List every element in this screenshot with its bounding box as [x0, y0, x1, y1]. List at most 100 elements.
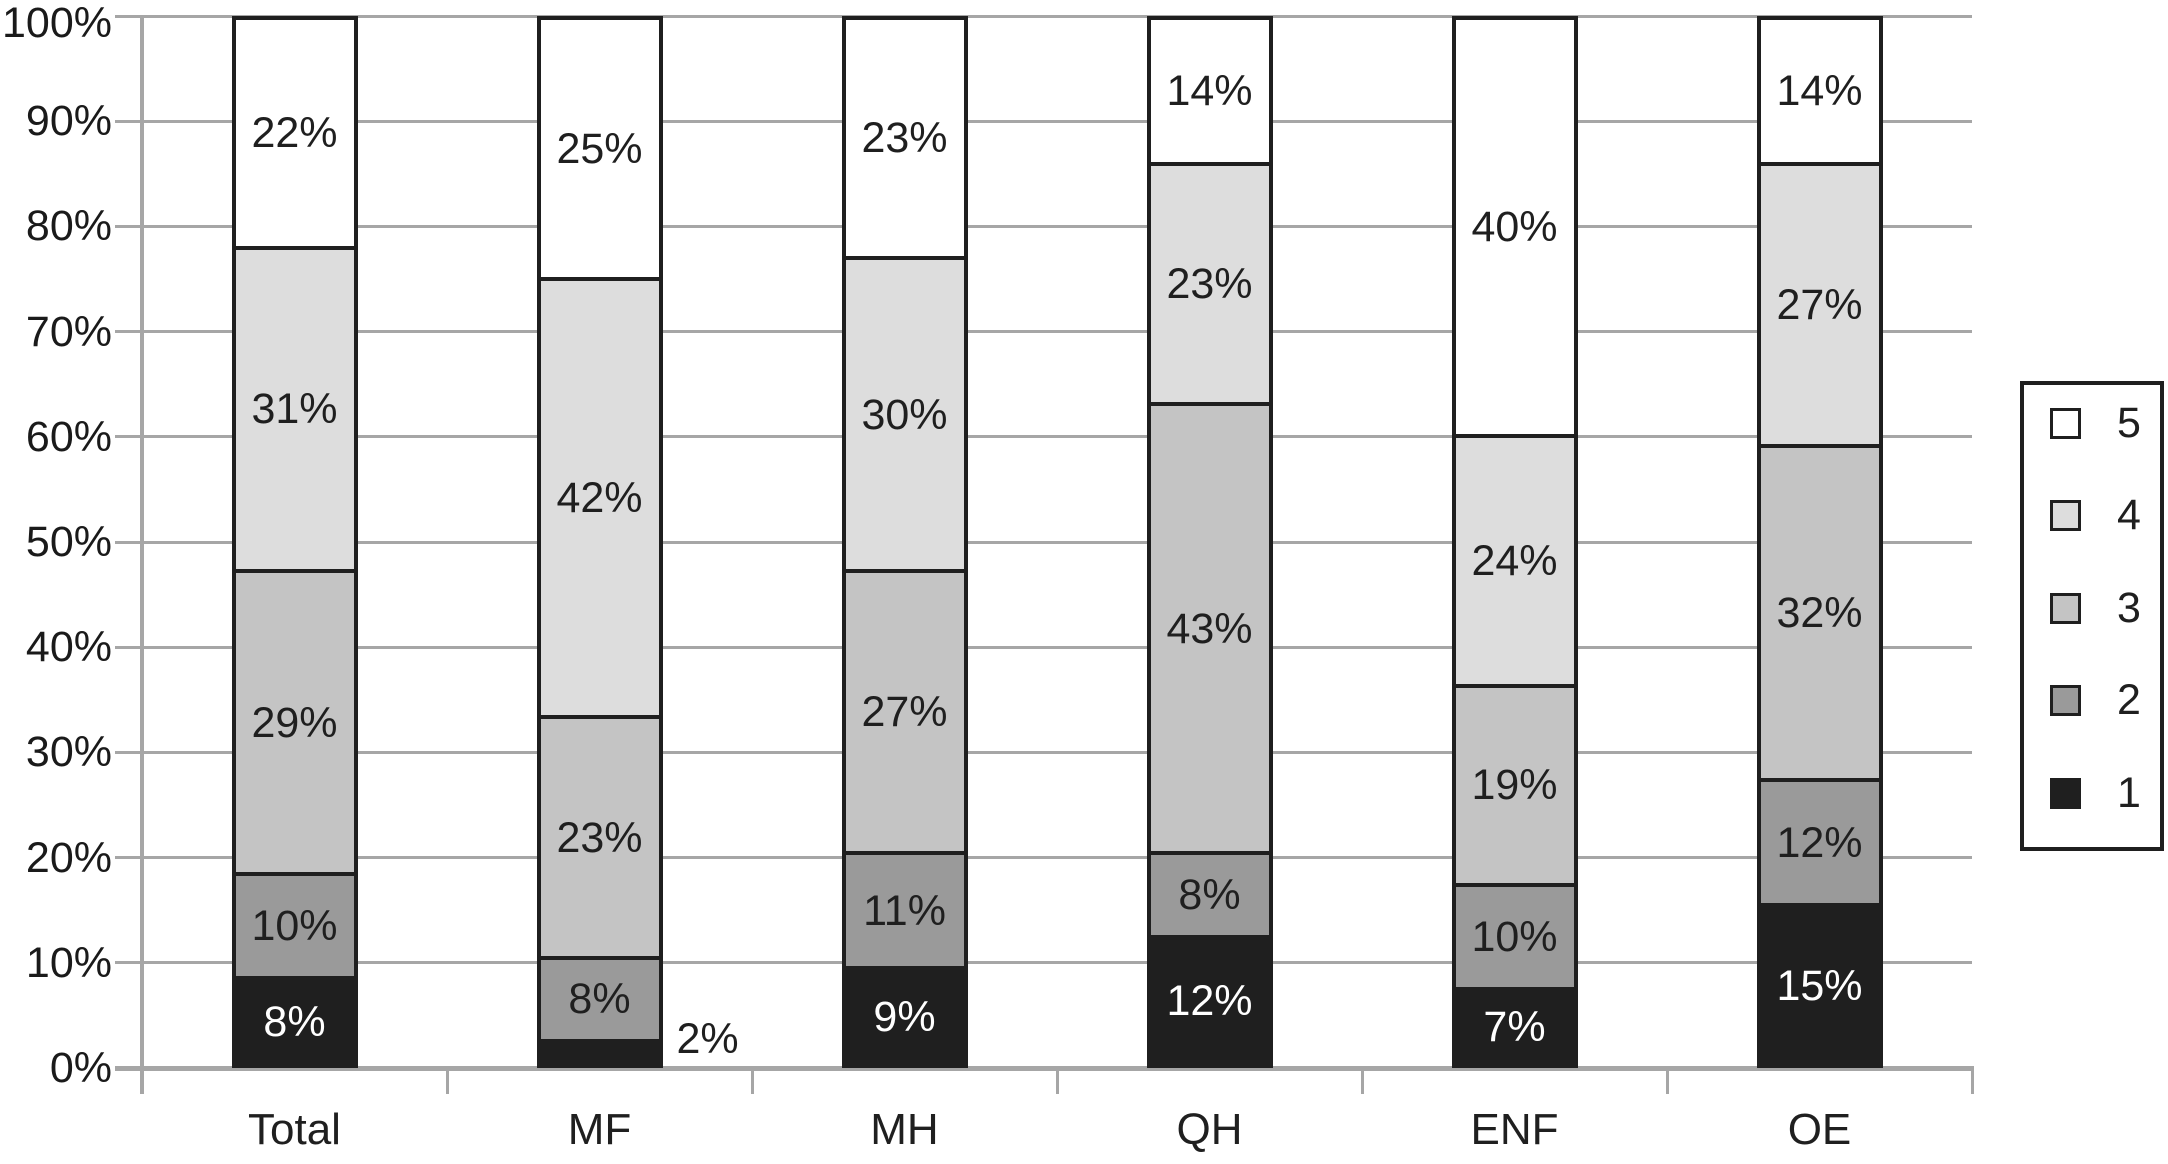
legend-label-5: 5 [2117, 398, 2141, 447]
bar-segment-total-level-2: 10% [235, 876, 354, 981]
bar-segment-enf-level-3: 19% [1455, 688, 1574, 887]
y-axis-tick-label: 80% [25, 202, 112, 251]
bar-enf: 40% 24% 19% 10% 7% [1451, 16, 1578, 1068]
x-axis-tick [1055, 1068, 1059, 1094]
y-axis-tick-label: 0% [49, 1044, 112, 1092]
bar-segment-mh-level-4: 30% [845, 260, 964, 574]
y-axis-tick-label: 20% [25, 833, 112, 882]
legend-item-4: 4 [2050, 494, 2141, 537]
y-axis-tick-label: 100% [2, 0, 112, 47]
bar-segment-enf-level-1: 7% [1455, 990, 1574, 1064]
bar-segment-label: 42% [556, 474, 643, 523]
bar-segment-label: 14% [1166, 67, 1253, 116]
gridline-30 [115, 750, 1972, 754]
bar-segment-mf-level-2: 8% [540, 959, 659, 1044]
bar-segment-oe-level-1: 15% [1760, 907, 1879, 1064]
x-axis-tick [1970, 1068, 1974, 1094]
bar-segment-label: 8% [1178, 870, 1241, 919]
bar-segment-label: 22% [251, 108, 338, 157]
y-axis-tick-label: 60% [25, 412, 112, 461]
bar-segment-label: 29% [251, 698, 338, 747]
gridline-60 [115, 435, 1972, 439]
bar-segment-label: 7% [1483, 1003, 1546, 1052]
legend-item-5: 5 [2050, 401, 2141, 444]
bar-segment-mf-level-3: 23% [540, 719, 659, 960]
bar-mf: 25% 42% 23% 8% 2% [536, 16, 739, 1068]
x-axis-category-label-oe: OE [1787, 1105, 1852, 1154]
bar-segment-label: 25% [556, 124, 643, 173]
x-axis-category-label-mh: MH [870, 1105, 939, 1154]
bar-segment-label: 11% [863, 886, 946, 935]
legend-swatch-2 [2050, 685, 2081, 716]
legend-swatch-1 [2050, 777, 2081, 809]
gridline-100 [115, 14, 1972, 18]
legend-swatch-4 [2050, 500, 2081, 531]
x-axis-category-label-qh: QH [1176, 1105, 1243, 1154]
legend-box [2020, 381, 2164, 851]
bar-segment-oe-level-5: 14% [1760, 20, 1879, 167]
bar-segment-label: 27% [861, 688, 948, 737]
x-axis-line [115, 1066, 1974, 1071]
bar-segment-mh-level-2: 11% [845, 855, 964, 970]
bar-qh: 14% 23% 43% 8% 12% [1146, 16, 1273, 1068]
bar-segment-label: 30% [861, 390, 948, 439]
legend-label-3: 3 [2117, 583, 2141, 632]
bar-segment-label: 27% [1776, 281, 1863, 330]
legend-item-3: 3 [2050, 586, 2141, 629]
bar-segment-mf-level-4: 42% [540, 281, 659, 720]
bar-oe: 14% 27% 32% 12% 15% [1756, 16, 1883, 1068]
x-axis-tick [1665, 1068, 1669, 1094]
bar-segment-qh-level-4: 23% [1150, 166, 1269, 407]
bar-segment-total-level-1: 8% [235, 980, 354, 1064]
legend-swatch-3 [2050, 592, 2081, 624]
bar-segment-enf-level-4: 24% [1455, 437, 1574, 689]
bar-segment-oe-level-3: 32% [1760, 448, 1879, 783]
bar-segment-mh-level-1: 9% [845, 970, 964, 1064]
bar-segment-label: 15% [1776, 961, 1863, 1010]
bar-segment-label: 23% [1166, 260, 1253, 309]
y-axis-tick-label: 10% [25, 938, 112, 987]
x-axis-tick [140, 1068, 144, 1094]
bar-segment-label: 8% [263, 998, 326, 1047]
legend-swatch-5 [2050, 407, 2081, 439]
bar-segment-label: 24% [1471, 536, 1558, 585]
gridline-80 [115, 224, 1972, 228]
bar-segment-total-level-4: 31% [235, 249, 354, 574]
bar-total: 22% 31% 29% 10% 8% [231, 16, 358, 1068]
gridline-70 [115, 330, 1972, 334]
bar-segment-label: 14% [1776, 67, 1863, 116]
bar-segment-mh-level-3: 27% [845, 573, 964, 856]
gridline-50 [115, 540, 1972, 544]
bar-segment-label: 9% [873, 992, 936, 1041]
y-axis-tick-label: 70% [25, 307, 112, 356]
y-axis-tick-label: 90% [25, 97, 112, 146]
bar-segment-label: 43% [1166, 604, 1253, 653]
y-axis-tick-label: 50% [25, 518, 112, 566]
bar-segment-qh-level-1: 12% [1150, 938, 1269, 1064]
bar-segment-label: 10% [1471, 912, 1558, 961]
bar-segment-label: 31% [251, 385, 338, 434]
x-axis-category-label-total: Total [248, 1105, 341, 1154]
y-axis-tick-label: 40% [25, 623, 112, 672]
bar-segment-mh-level-5: 23% [845, 20, 964, 261]
bar-segment-mf-level-1: 2% [540, 1016, 739, 1064]
bar-segment-label: 23% [861, 114, 948, 163]
x-axis-category-label-enf: ENF [1470, 1105, 1559, 1154]
x-axis-tick [1360, 1068, 1364, 1094]
bar-segment-qh-level-3: 43% [1150, 406, 1269, 856]
bar-segment-mf-level-5: 25% [540, 20, 659, 281]
bar-segment-qh-level-2: 8% [1150, 855, 1269, 939]
gridline-40 [115, 645, 1972, 649]
legend-label-4: 4 [2117, 491, 2141, 539]
gridline-20 [115, 856, 1972, 860]
bar-segment-enf-level-2: 10% [1455, 886, 1574, 991]
bar-segment-total-level-5: 22% [235, 20, 354, 250]
bar-segment-label: 23% [556, 813, 643, 862]
bar-segment-enf-level-5: 40% [1455, 20, 1574, 438]
bar-segment-label: 8% [568, 975, 631, 1024]
y-axis-line [140, 16, 144, 1094]
bar-segment-label: 12% [1776, 818, 1863, 867]
bar-segment-oe-level-2: 12% [1760, 782, 1879, 908]
bar-mh: 23% 30% 27% 11% 9% [841, 16, 968, 1068]
